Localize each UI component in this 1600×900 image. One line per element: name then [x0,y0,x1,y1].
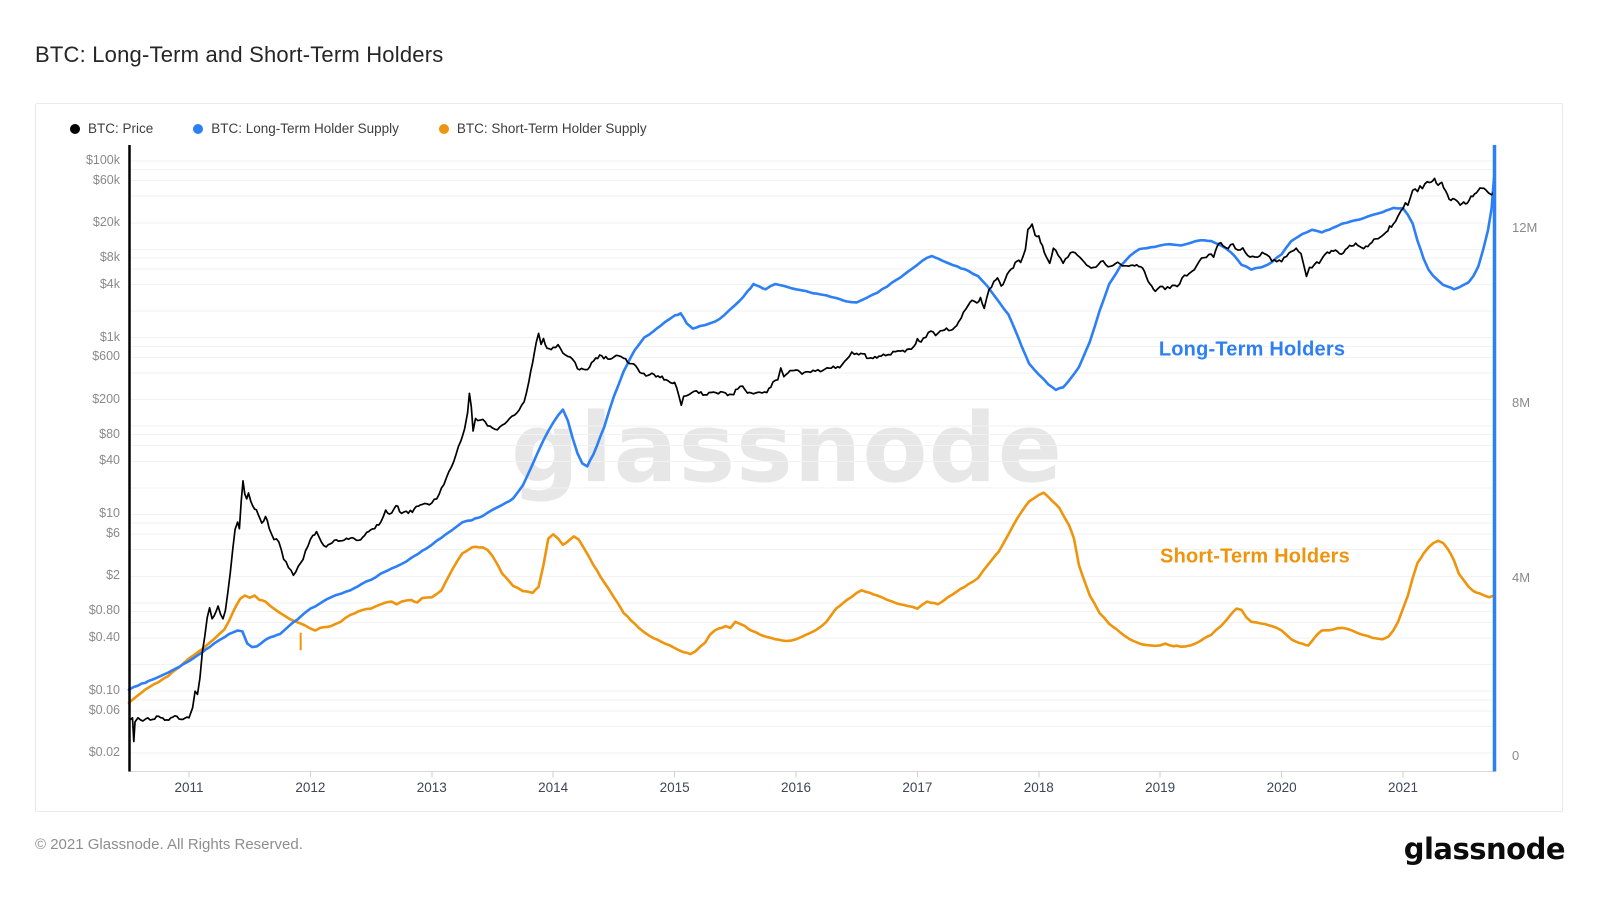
page-title: BTC: Long-Term and Short-Term Holders [35,42,444,67]
legend-label: BTC: Short-Term Holder Supply [456,121,647,136]
y-axis-price-label: $20k [92,214,120,229]
legend-label: BTC: Long-Term Holder Supply [211,121,399,136]
legend-label: BTC: Price [88,121,154,136]
legend-dot-icon [193,123,204,134]
y-axis-price-label: $40 [99,453,120,468]
y-axis-price-label: $100k [85,153,120,167]
y-axis-price-label: $4k [99,276,120,291]
y-axis-price-label: $8k [99,249,120,264]
y-axis-price-label: $60k [92,172,120,187]
x-axis-year-label: 2016 [780,780,812,795]
y-axis-supply-label: 8M [1512,395,1531,410]
chart-card [35,103,1563,812]
glassnode-watermark: glassnode [510,394,1064,504]
y-axis-supply-label: 12M [1512,220,1538,235]
series-annotation: Long-Term Holders [1158,338,1346,361]
x-axis-year-label: 2021 [1387,780,1419,795]
x-axis-year-label: 2011 [174,780,204,795]
y-axis-price-label: $0.06 [88,702,120,717]
x-axis-year-label: 2017 [902,780,933,795]
series-annotation: Short-Term Holders [1160,545,1350,568]
legend-item[interactable]: BTC: Long-Term Holder Supply [193,121,399,136]
legend-dot-icon [70,123,80,134]
y-axis-supply-label: 0 [1512,748,1520,763]
x-axis-year-label: 2012 [295,780,326,795]
short-term-holder-supply-line [127,491,1496,704]
y-axis-price-label: $0.40 [88,630,120,645]
y-axis-price-label: $10 [99,506,120,521]
y-axis-price-label: $6 [106,526,120,541]
y-axis-price-label: $0.10 [88,683,120,698]
y-axis-price-label: $600 [92,349,120,364]
x-axis-year-label: 2014 [538,780,569,795]
legend: BTC: Price BTC: Long-Term Holder Supply BT… [70,121,647,136]
legend-item[interactable]: BTC: Price [70,121,153,136]
y-axis-price-label: $200 [92,391,120,406]
copyright-text: © 2021 Glassnode. All Rights Reserved. [35,836,303,853]
legend-item[interactable]: BTC: Short-Term Holder Supply [438,121,647,136]
x-axis-year-label: 2013 [416,780,447,795]
y-axis-price-label: $0.02 [88,745,120,759]
x-axis-year-label: 2019 [1145,780,1176,795]
y-axis-supply-label: 4M [1512,570,1531,585]
y-axis-price-label: $0.80 [88,603,120,618]
y-axis-price-label: $80 [99,426,120,441]
y-axis-price-label: $2 [106,568,120,583]
legend-dot-icon [438,123,449,134]
price-line [128,177,1496,743]
glassnode-logo: glassnode [1403,832,1566,866]
x-axis-year-label: 2015 [659,780,690,795]
long-term-holder-supply-line [127,176,1496,691]
y-axis-price-label: $1k [99,329,120,344]
x-axis-year-label: 2018 [1023,780,1054,795]
x-axis-year-label: 2020 [1266,780,1297,795]
